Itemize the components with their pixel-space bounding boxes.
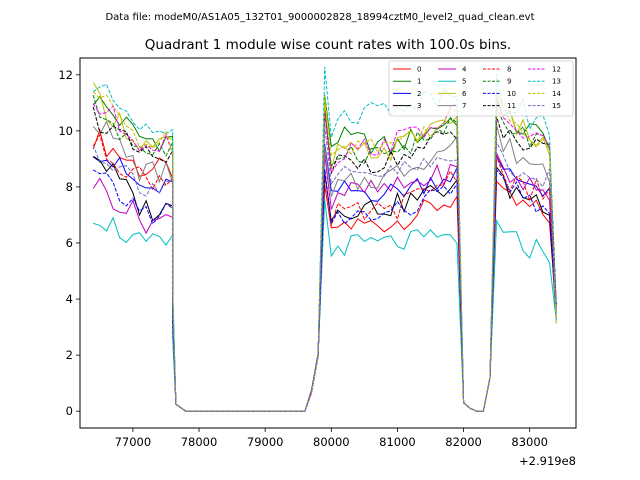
legend-label-12: 12 <box>552 66 561 74</box>
y-tick-label: 6 <box>66 236 73 250</box>
series-line-15 <box>92 126 557 412</box>
legend-label-1: 1 <box>417 78 421 86</box>
legend-label-0: 0 <box>417 66 421 74</box>
x-axis-offset-label: +2.919e8 <box>519 454 576 468</box>
chart-suptitle: Data file: modeM0/AS1A05_132T01_90000028… <box>105 12 534 23</box>
x-tick-label: 81000 <box>379 435 416 449</box>
y-tick-label: 4 <box>66 292 73 306</box>
legend-label-13: 13 <box>552 78 561 86</box>
legend-label-3: 3 <box>417 102 421 110</box>
legend-label-9: 9 <box>507 78 511 86</box>
x-tick-label: 83000 <box>511 435 548 449</box>
x-tick-label: 79000 <box>247 435 284 449</box>
x-tick-label: 80000 <box>313 435 350 449</box>
legend-box <box>388 60 574 117</box>
legend-label-11: 11 <box>507 102 516 110</box>
legend-label-8: 8 <box>507 66 511 74</box>
y-tick-label: 8 <box>66 180 73 194</box>
series-line-5 <box>93 199 557 412</box>
legend-label-15: 15 <box>552 102 561 110</box>
legend-label-14: 14 <box>552 90 561 98</box>
legend-label-5: 5 <box>462 78 466 86</box>
x-tick-label: 78000 <box>181 435 218 449</box>
legend-label-2: 2 <box>417 90 421 98</box>
y-tick-label: 2 <box>66 348 73 362</box>
legend-label-6: 6 <box>462 90 467 98</box>
legend-label-4: 4 <box>462 66 467 74</box>
series-layer <box>92 66 557 412</box>
y-tick-label: 10 <box>58 124 73 138</box>
x-tick-label: 77000 <box>115 435 152 449</box>
y-tick-label: 0 <box>66 404 73 418</box>
x-axis-ticks: 77000 78000 79000 80000 81000 82000 83000 <box>115 428 548 449</box>
legend-label-7: 7 <box>462 102 466 110</box>
y-tick-label: 12 <box>58 68 73 82</box>
y-axis-ticks: 0 2 4 6 8 10 12 <box>58 68 80 418</box>
chart-title: Quadrant 1 module wise count rates with … <box>145 37 511 53</box>
legend-label-10: 10 <box>507 90 516 98</box>
x-tick-label: 82000 <box>445 435 482 449</box>
